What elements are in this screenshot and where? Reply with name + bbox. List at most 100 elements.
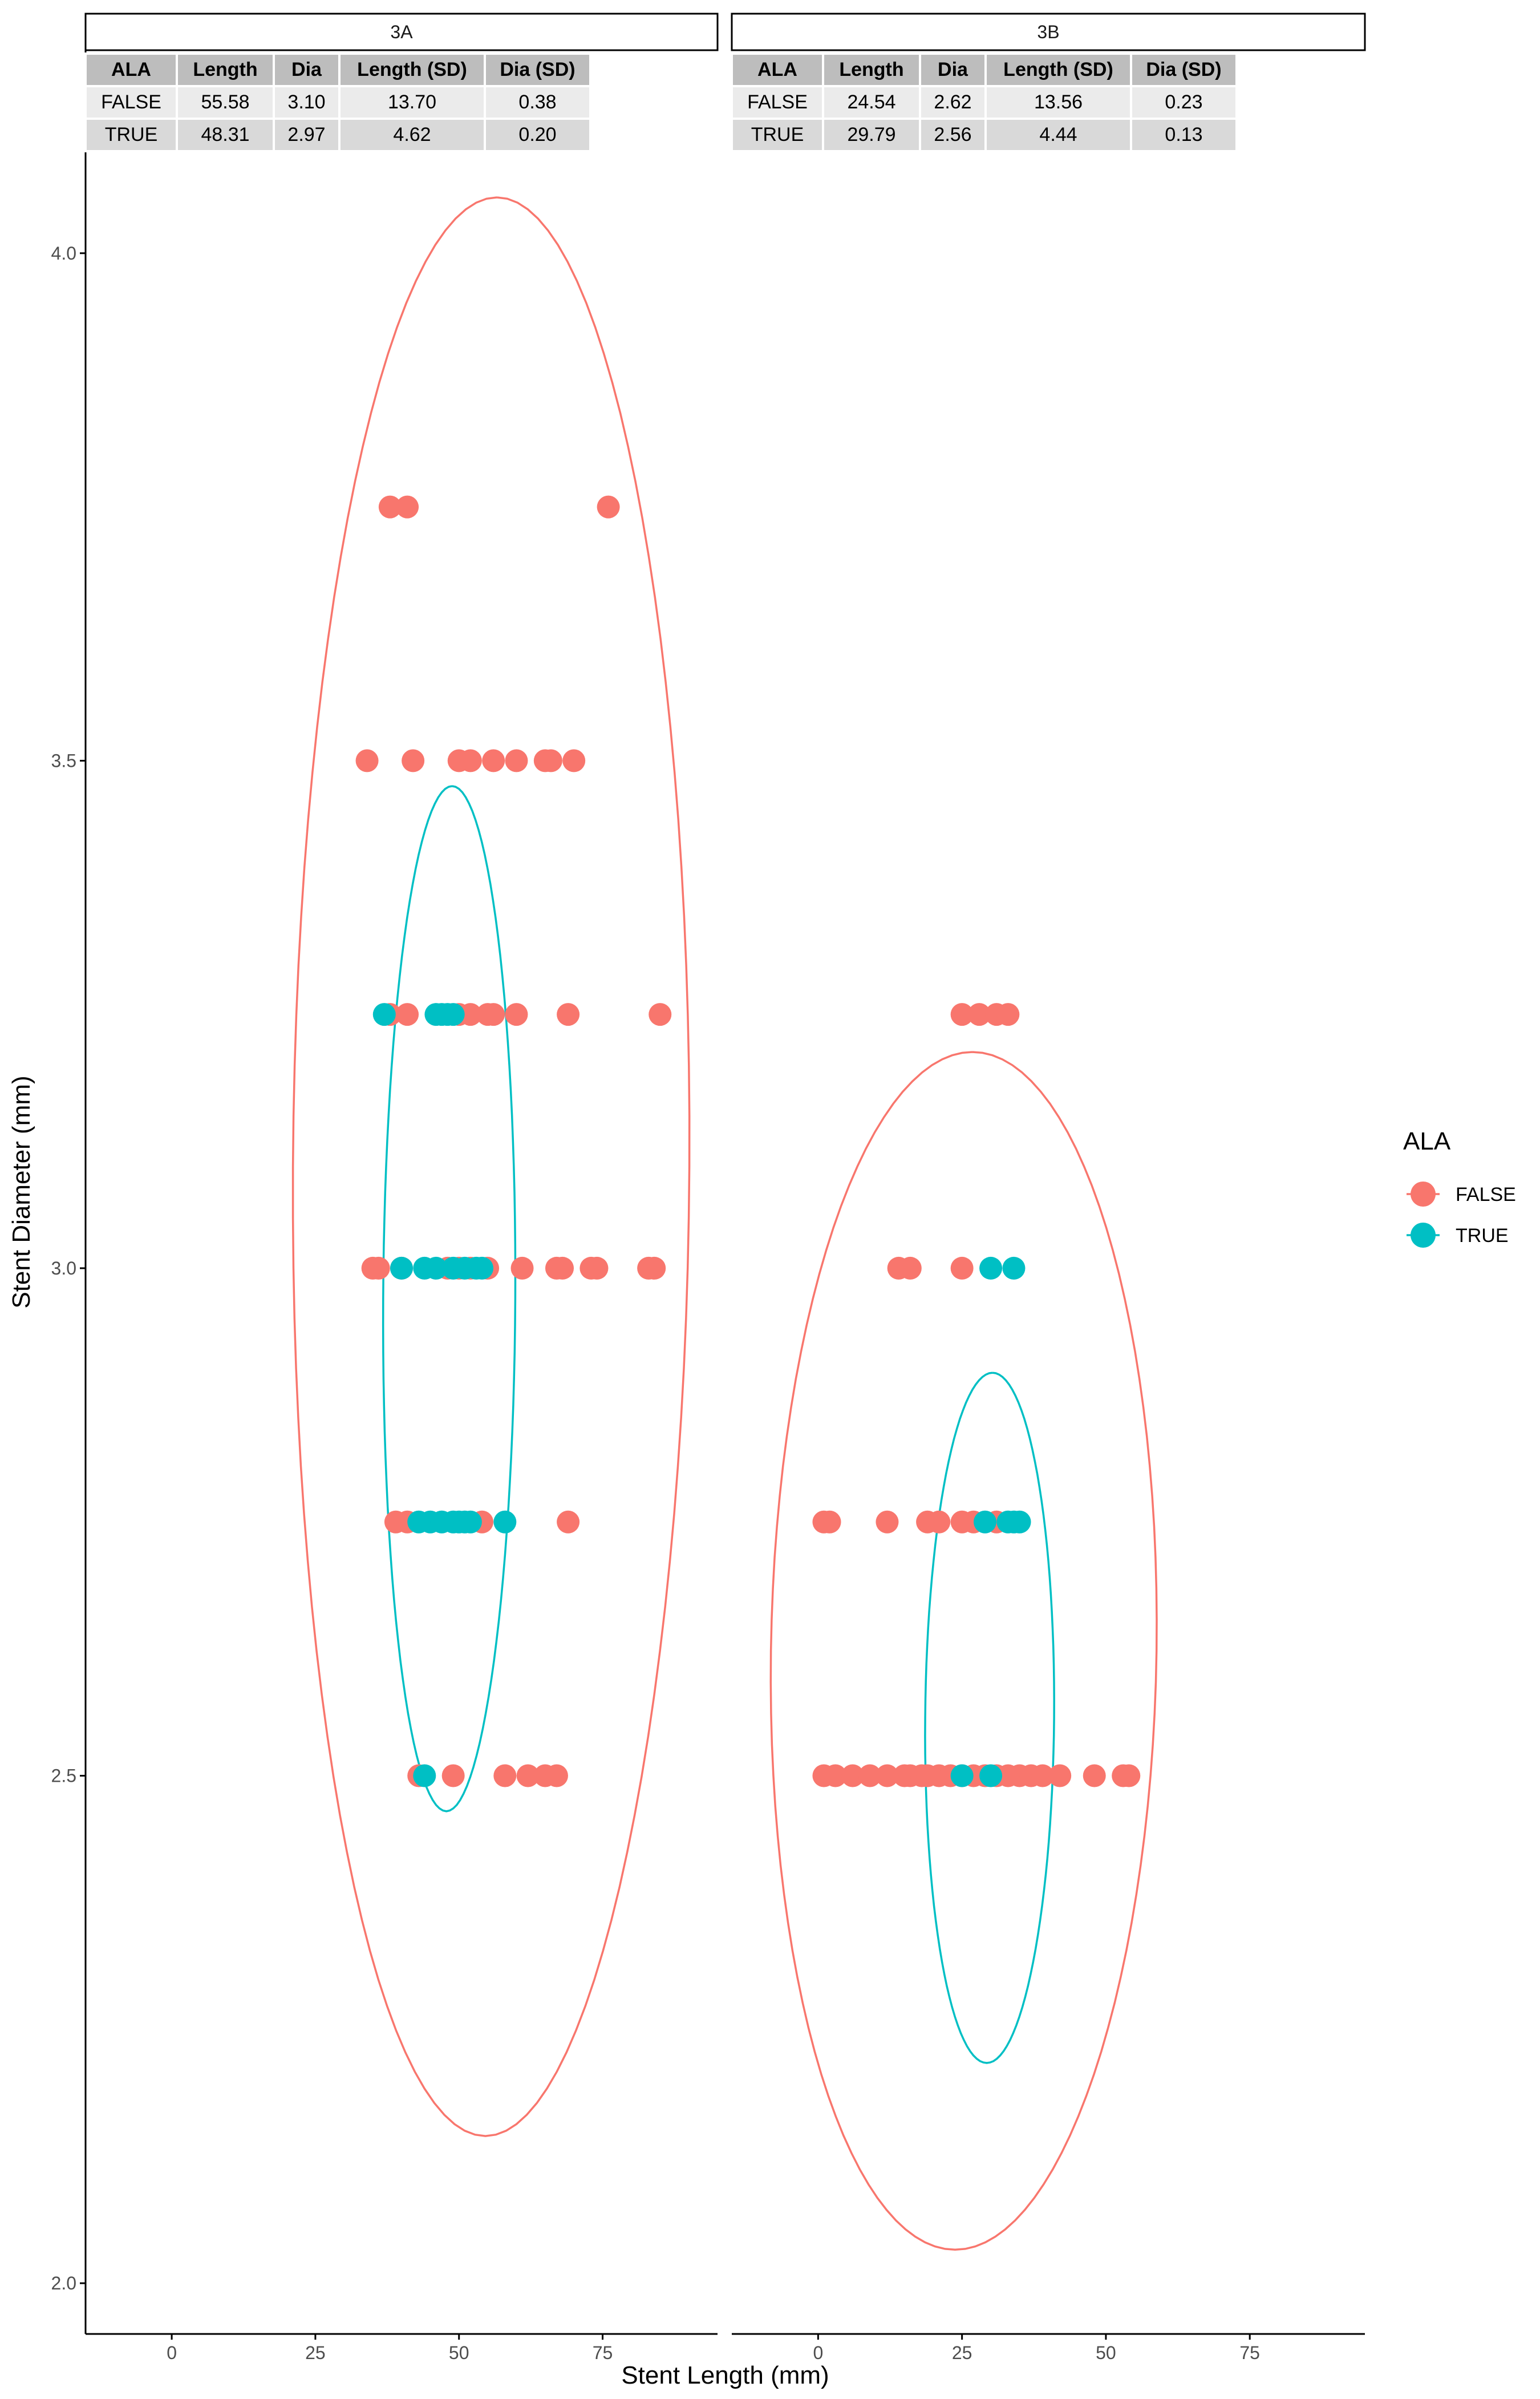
table-header-label: Length — [193, 59, 257, 80]
table-cell-value: 13.56 — [1034, 91, 1083, 113]
data-point-false — [459, 1003, 482, 1026]
data-point-false — [545, 1764, 568, 1787]
table-cell-value: 29.79 — [847, 124, 895, 145]
panel-title: 3A — [390, 22, 413, 42]
data-point-true — [979, 1256, 1003, 1280]
data-point-false — [967, 1003, 991, 1026]
panel-3b: 3B 0 25 50 75 ALA Length Dia Length (SD) Dia (SD)… — [731, 13, 1366, 2363]
ellipse-true — [924, 1372, 1055, 2064]
data-point-false — [818, 1510, 841, 1534]
table-cell-value: TRUE — [105, 124, 158, 145]
table-header-cell — [822, 52, 921, 87]
data-point-false — [539, 749, 562, 772]
panel-strip — [731, 13, 1366, 51]
table-cell-value: 2.97 — [287, 124, 325, 145]
data-point-false — [841, 1764, 864, 1787]
data-point-true — [493, 1510, 517, 1534]
data-point-false — [396, 1003, 419, 1026]
data-point-false — [562, 749, 586, 772]
x-tick-label: 0 — [167, 2343, 177, 2363]
panel-3a: 3A 0 25 50 75 ALA Length Dia Length (SD) Dia (SD)… — [84, 13, 719, 2363]
data-point-true — [974, 1510, 996, 1534]
table-header-label: Length (SD) — [357, 59, 467, 80]
x-tick-label: 0 — [813, 2343, 823, 2363]
data-point-false — [643, 1256, 666, 1280]
table-cell — [84, 118, 178, 152]
table-cell-value: 0.38 — [518, 91, 556, 113]
legend-key-true — [1411, 1223, 1436, 1248]
data-point-false — [585, 1256, 609, 1280]
data-point-false — [482, 1003, 505, 1026]
table-header-label: Dia — [291, 59, 322, 80]
data-point-false — [950, 1256, 974, 1280]
table-header-cell — [1130, 52, 1238, 87]
table-cell — [176, 85, 275, 120]
ellipse-false — [291, 196, 691, 2137]
data-point-false — [441, 1764, 465, 1787]
data-point-false — [510, 1256, 534, 1280]
data-point-false — [1083, 1764, 1106, 1787]
table-cell-value: 2.62 — [934, 91, 971, 113]
data-point-false — [876, 1510, 899, 1534]
table-cell-value: 4.44 — [1039, 124, 1077, 145]
table-cell — [273, 85, 341, 120]
table-cell — [484, 118, 591, 152]
data-point-false — [557, 1510, 580, 1534]
table-cell — [1130, 85, 1238, 120]
table-header-cell — [84, 52, 178, 87]
table-cell-value: 2.56 — [934, 124, 971, 145]
data-point-true — [979, 1764, 1003, 1787]
y-axis-title: Stent Diameter (mm) — [7, 1075, 35, 1308]
table-cell-value: FALSE — [101, 91, 161, 113]
data-point-false — [649, 1003, 672, 1026]
table-cell-value: 0.20 — [518, 124, 556, 145]
data-point-false — [516, 1764, 540, 1787]
data-point-false — [876, 1764, 899, 1787]
data-point-false — [557, 1003, 580, 1026]
data-point-false — [1117, 1764, 1141, 1787]
table-header-label: Dia — [938, 59, 968, 80]
table-header-label: ALA — [111, 59, 151, 80]
data-point-true — [459, 1510, 482, 1534]
table-cell-value: 0.13 — [1165, 124, 1202, 145]
table-cell — [822, 85, 921, 120]
data-point-false — [482, 749, 505, 772]
table-header-label: Dia (SD) — [1146, 59, 1221, 80]
ellipse-false — [769, 1051, 1158, 2251]
data-point-true — [950, 1764, 974, 1787]
data-point-false — [551, 1256, 574, 1280]
table-cell — [338, 118, 486, 152]
data-point-true — [471, 1256, 494, 1280]
legend-key-false — [1411, 1182, 1436, 1207]
data-point-true — [441, 1003, 465, 1026]
table-header-label: Length — [839, 59, 903, 80]
legend-label: TRUE — [1456, 1225, 1509, 1247]
x-tick-label: 75 — [593, 2343, 613, 2363]
data-point-false — [493, 1764, 517, 1787]
table-cell — [984, 85, 1132, 120]
table-cell-value: 3.10 — [287, 91, 325, 113]
table-cell-value: 13.70 — [388, 91, 436, 113]
table-header-label: Dia (SD) — [500, 59, 575, 80]
data-point-false — [355, 749, 379, 772]
y-tick-label: 2.5 — [51, 1765, 76, 1786]
data-point-false — [950, 1003, 974, 1026]
data-point-false — [824, 1764, 847, 1787]
x-tick-label: 25 — [952, 2343, 972, 2363]
x-tick-label: 50 — [449, 2343, 469, 2363]
ellipse-true — [382, 785, 517, 1813]
table-cell-value: 4.62 — [393, 124, 431, 145]
data-point-false — [1031, 1764, 1054, 1787]
data-point-false — [858, 1764, 882, 1787]
table-header-cell — [484, 52, 591, 87]
legend-label: FALSE — [1456, 1184, 1516, 1205]
table-header-label: ALA — [757, 59, 797, 80]
data-point-true — [390, 1256, 413, 1280]
x-axis-title: Stent Length (mm) — [621, 2361, 829, 2389]
legend: ALA FALSE TRUE — [1403, 1127, 1516, 1248]
data-point-true — [424, 1256, 448, 1280]
legend-title: ALA — [1403, 1127, 1451, 1155]
data-point-false — [597, 495, 620, 519]
